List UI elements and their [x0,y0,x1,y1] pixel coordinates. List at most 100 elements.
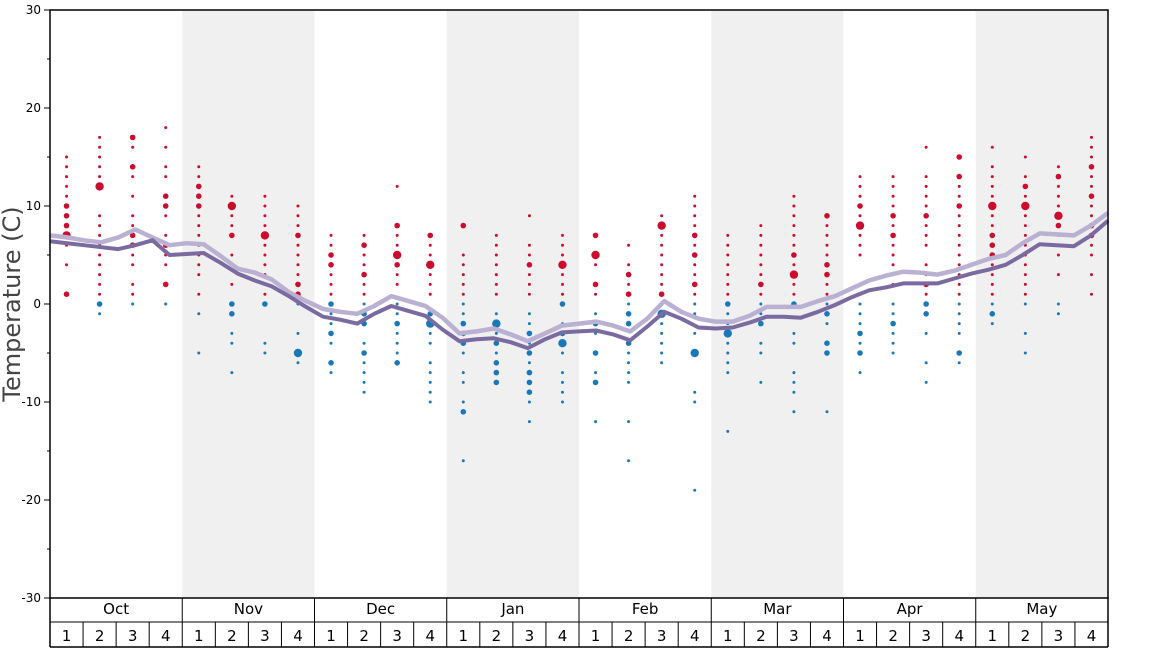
cold-dot [461,380,465,384]
warm-dot [1023,233,1027,237]
warm-dot [162,193,169,199]
warm-dot [329,243,333,247]
warm-dot [594,263,598,267]
warm-dot [560,292,564,296]
cold-dot [230,331,234,335]
warm-dot [230,282,234,286]
cold-dot [394,320,400,327]
warm-dot [957,243,961,247]
warm-dot [494,263,498,267]
cold-dot [824,340,830,347]
mean-lines [49,211,1110,351]
cold-dot [627,420,631,424]
warm-dot [328,252,334,258]
warm-dot [395,233,399,237]
warm-dot [792,233,796,237]
cold-dot [461,302,465,306]
warm-dot [891,243,895,247]
warm-dot [494,273,498,277]
warm-dot [1023,155,1027,159]
warm-dot [395,243,399,247]
warm-dot [891,224,895,228]
warm-dot [660,253,664,257]
week-label: 3 [260,627,270,645]
warm-dot [162,281,169,288]
week-label: 2 [1021,627,1031,645]
cold-dot [660,361,664,365]
warm-dot [1089,145,1093,149]
warm-dot [129,134,136,141]
cold-dot [627,380,631,384]
warm-dot [527,243,531,247]
cold-dot [560,371,564,375]
warm-dot [195,193,202,199]
warm-dot [858,253,862,257]
week-label: 1 [459,627,469,645]
cold-dot [526,330,533,337]
cold-dot [726,351,730,355]
cold-dot [395,351,399,355]
warm-dot [693,273,697,277]
cold-dot [956,350,963,356]
warm-dot [428,273,432,277]
warm-dot [263,292,267,296]
cold-dot [461,459,465,463]
cold-dot [1023,331,1027,335]
warm-dot [891,263,895,267]
cold-dot [726,371,730,375]
warm-dot [328,262,334,268]
cold-dot [792,410,796,414]
month-label: May [1026,600,1057,618]
cold-dot [592,379,599,386]
warm-dot [98,233,102,237]
cold-dot [395,331,399,335]
warm-dot [428,292,432,296]
warm-dot [362,253,366,257]
warm-dot [164,233,168,237]
warm-dot [726,273,730,277]
week-label: 2 [227,627,237,645]
warm-dot [924,194,928,198]
warm-dot [227,201,237,211]
week-label: 3 [525,627,535,645]
cold-dot [858,322,862,326]
warm-dot [63,222,70,229]
warm-dot [295,281,301,288]
cold-dot [428,371,432,375]
warm-dot [660,243,664,247]
cold-dot [891,312,895,316]
warm-dot [789,270,799,279]
warm-dot [527,253,531,257]
warm-dot [1023,282,1027,286]
cold-dot [724,301,731,307]
warm-dot [195,203,202,209]
warm-dot [924,145,928,149]
cold-dot [461,351,465,355]
warm-dot [957,184,961,188]
cold-dot [395,312,399,316]
warm-dot [957,233,961,237]
warm-dot [858,214,862,218]
warm-dot [891,204,895,208]
cold-dot [131,302,135,306]
cold-dot [924,361,928,365]
warm-dot [957,253,961,257]
warm-dot [825,253,829,257]
warm-dot [560,233,564,237]
warm-dot [98,282,102,286]
cold-dot [164,302,168,306]
warm-dot [791,252,797,258]
warm-dot [63,291,70,298]
warm-dot [263,214,267,218]
warm-dot [263,204,267,208]
y-tick-label: -10 [21,395,41,409]
warm-dot [395,273,399,277]
cold-dot [494,331,498,335]
cold-dot [526,369,533,376]
warm-dot [691,252,698,258]
cold-dot [428,380,432,384]
warm-dot [1089,175,1093,179]
cold-dot [492,319,501,328]
